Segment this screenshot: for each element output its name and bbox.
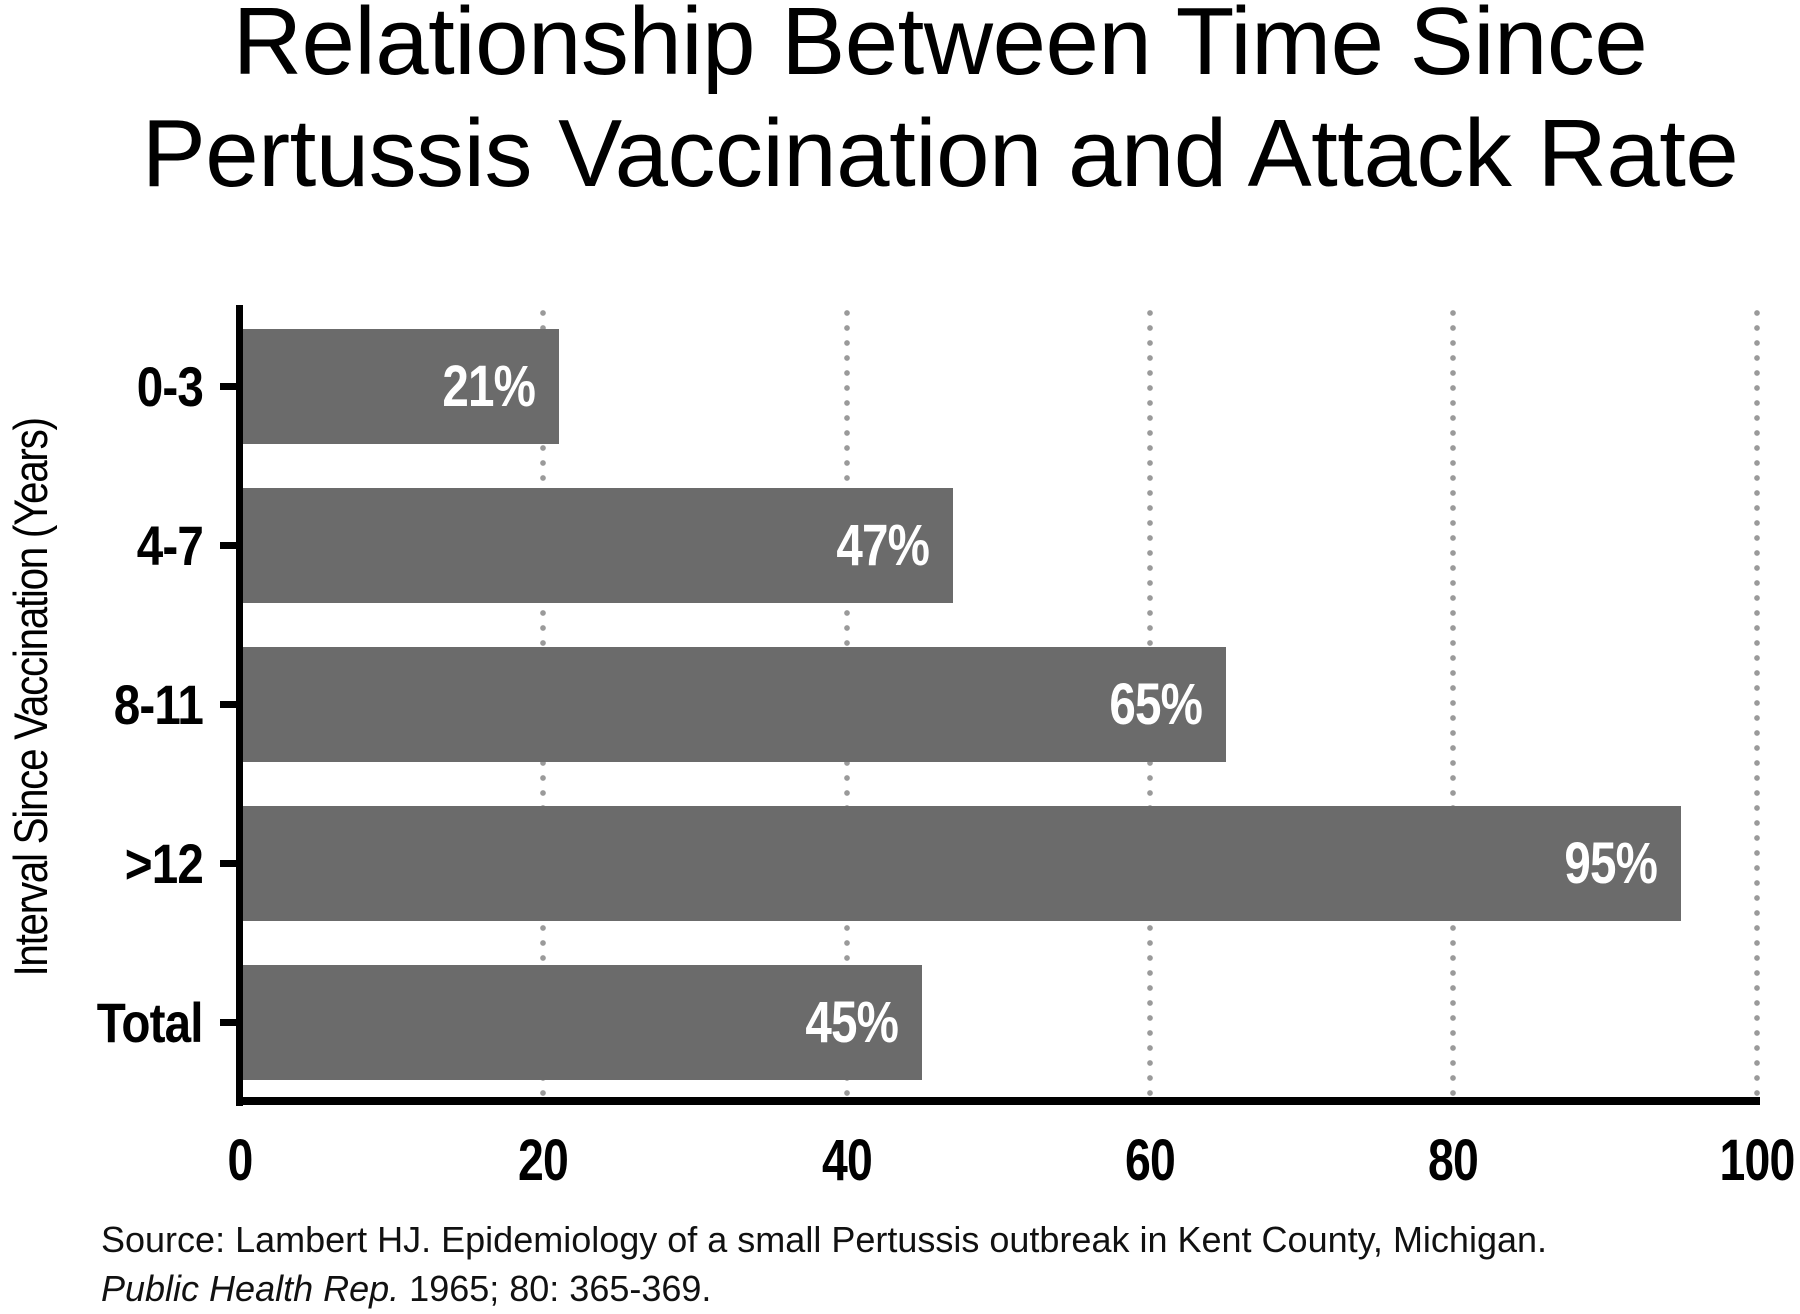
category-label: 4-7 xyxy=(136,514,204,577)
bar-total: 45% xyxy=(243,965,922,1080)
source-line-1: Source: Lambert HJ. Epidemiology of a sm… xyxy=(101,1219,1548,1260)
y-axis-line xyxy=(236,305,243,1106)
chart-title: Relationship Between Time Since Pertussi… xyxy=(0,0,1800,210)
source-citation: Source: Lambert HJ. Epidemiology of a sm… xyxy=(101,1215,1547,1313)
bar-over-12: 95% xyxy=(243,806,1681,921)
bar-8-11: 65% xyxy=(243,647,1226,762)
bar-value-label: 65% xyxy=(1109,671,1203,737)
category-label: Total xyxy=(97,991,204,1054)
bar-value-label: 95% xyxy=(1564,830,1658,896)
x-axis-line xyxy=(236,1097,1760,1105)
y-tick-mark xyxy=(220,1019,238,1026)
category-label: 8-11 xyxy=(113,673,204,736)
x-tick-label: 20 xyxy=(517,1128,569,1193)
gridline-80 xyxy=(1450,310,1456,1098)
y-tick-mark xyxy=(220,860,238,867)
x-tick-label: 80 xyxy=(1427,1128,1479,1193)
x-tick-label: 0 xyxy=(227,1128,253,1193)
source-line-2: Public Health Rep. 1965; 80: 365-369. xyxy=(101,1264,1547,1313)
y-tick-mark xyxy=(220,542,238,549)
bar-4-7: 47% xyxy=(243,488,953,603)
x-tick-label: 100 xyxy=(1719,1128,1795,1193)
chart-title-line-1: Relationship Between Time Since xyxy=(232,0,1648,95)
y-tick-mark xyxy=(220,701,238,708)
source-journal: Public Health Rep. xyxy=(101,1268,400,1309)
bar-value-label: 47% xyxy=(836,512,930,578)
category-label: >12 xyxy=(124,832,204,895)
x-tick-label: 40 xyxy=(821,1128,873,1193)
bar-value-label: 21% xyxy=(442,353,536,419)
x-tick-label: 60 xyxy=(1124,1128,1176,1193)
gridline-100 xyxy=(1754,310,1760,1098)
y-tick-mark xyxy=(220,383,238,390)
category-label: 0-3 xyxy=(136,355,204,418)
bar-value-label: 45% xyxy=(805,989,899,1055)
source-citation-details: 1965; 80: 365-369. xyxy=(399,1268,712,1309)
bar-0-3: 21% xyxy=(243,329,559,444)
chart-title-line-2: Pertussis Vaccination and Attack Rate xyxy=(141,100,1739,207)
